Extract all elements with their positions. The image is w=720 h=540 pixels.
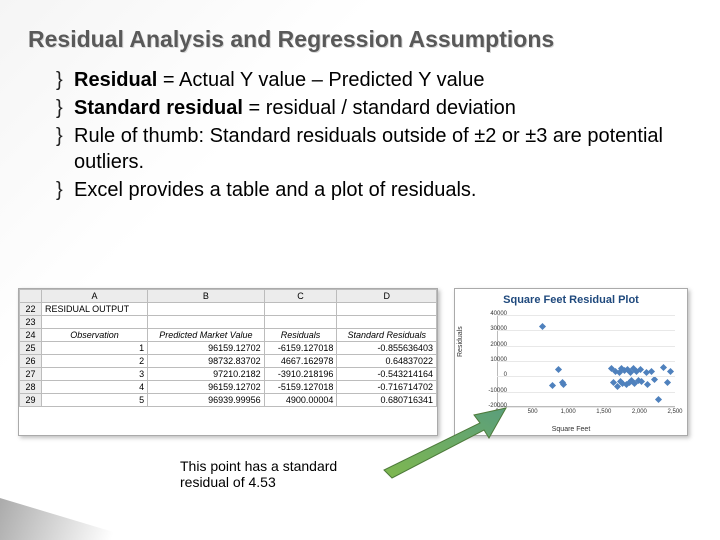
bullet-text: Residual = Actual Y value – Predicted Y … (74, 67, 484, 93)
scatter-point (549, 382, 556, 389)
excel-col-header: C (264, 290, 337, 303)
caption-text: This point has a standard residual of 4.… (180, 458, 400, 490)
scatter-point (555, 366, 562, 373)
bullet-text: Standard residual = residual / standard … (74, 95, 516, 121)
bullet-text: Rule of thumb: Standard residuals outsid… (74, 123, 690, 175)
decorative-corner (0, 480, 200, 540)
scatter-point (664, 379, 671, 386)
bullet-marker: } (56, 95, 74, 121)
scatter-point (655, 396, 662, 403)
bullet-text: Excel provides a table and a plot of res… (74, 177, 476, 203)
scatter-point (667, 368, 674, 375)
bullet-marker: } (56, 67, 74, 93)
excel-col-header: A (42, 290, 148, 303)
excel-col-header: B (148, 290, 265, 303)
scatter-point (644, 380, 651, 387)
chart-title: Square Feet Residual Plot (455, 289, 687, 306)
excel-col-header: D (337, 290, 437, 303)
annotation-arrow-icon (374, 400, 514, 480)
bullet-item: } Excel provides a table and a plot of r… (56, 177, 690, 203)
chart-ylabel: Residuals (457, 326, 464, 357)
bullet-item: } Standard residual = residual / standar… (56, 95, 690, 121)
scatter-point (660, 364, 667, 371)
bullet-marker: } (56, 123, 74, 149)
bullet-marker: } (56, 177, 74, 203)
bullet-list: } Residual = Actual Y value – Predicted … (0, 53, 720, 203)
slide-title: Residual Analysis and Regression Assumpt… (0, 0, 720, 53)
bullet-item: } Rule of thumb: Standard residuals outs… (56, 123, 690, 175)
scatter-point (539, 323, 546, 330)
bullet-item: } Residual = Actual Y value – Predicted … (56, 67, 690, 93)
